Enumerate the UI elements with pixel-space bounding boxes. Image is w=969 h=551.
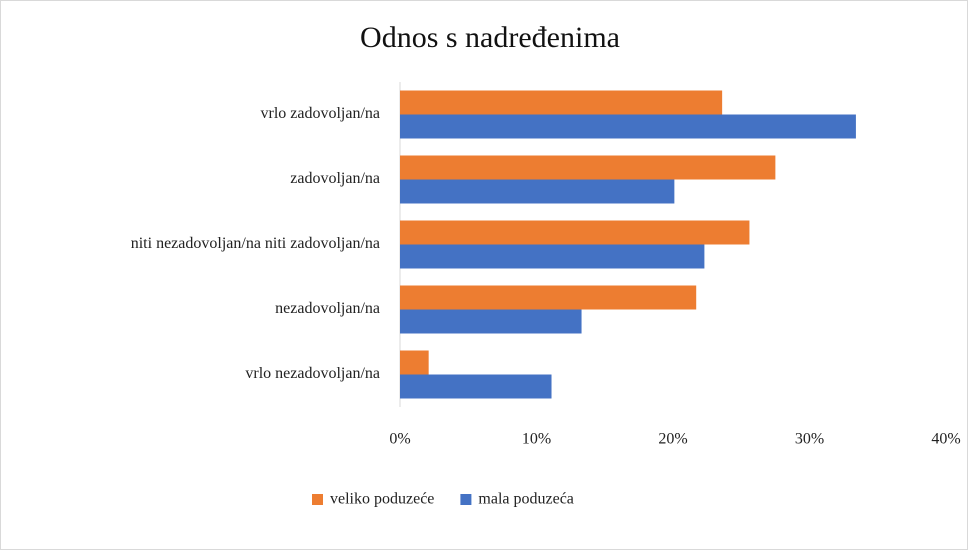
- legend-swatch: [312, 494, 323, 505]
- bar: [400, 285, 697, 310]
- chart-title: Odnos s nadređenima: [360, 21, 620, 54]
- y-tick-label: nezadovoljan/na: [275, 300, 380, 317]
- bar: [400, 155, 776, 180]
- x-tick-label: 30%: [795, 431, 824, 448]
- x-tick-label: 20%: [658, 431, 687, 448]
- bar: [400, 309, 582, 334]
- x-tick-label: 40%: [931, 431, 960, 448]
- legend-label: veliko poduzeće: [330, 491, 434, 508]
- bar: [400, 374, 552, 399]
- bar: [400, 350, 429, 375]
- y-tick-label: vrlo nezadovoljan/na: [245, 365, 380, 382]
- bar: [400, 90, 723, 115]
- bar: [400, 179, 675, 204]
- y-tick-label: vrlo zadovoljan/na: [260, 105, 380, 122]
- bar: [400, 220, 750, 245]
- legend-swatch: [460, 494, 472, 505]
- x-tick-label: 10%: [522, 431, 551, 448]
- bar: [400, 244, 705, 269]
- bar: [400, 114, 856, 139]
- y-tick-label: niti nezadovoljan/na niti zadovoljan/na: [131, 235, 380, 252]
- y-tick-label: zadovoljan/na: [290, 170, 380, 187]
- x-tick-label: 0%: [389, 431, 410, 448]
- legend-label: mala poduzeća: [478, 491, 574, 508]
